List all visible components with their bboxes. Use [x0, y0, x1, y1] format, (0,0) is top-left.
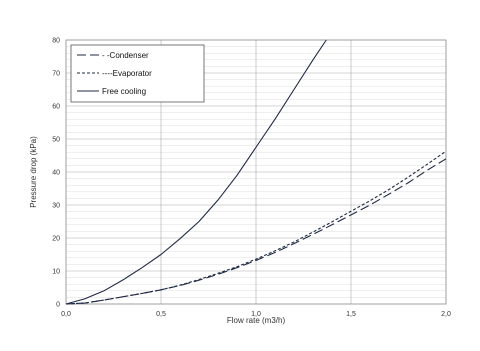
y-tick-label: 40	[52, 170, 60, 177]
y-axis-title: Pressure drop (kPa)	[29, 136, 38, 208]
x-tick-label: 0,0	[61, 311, 71, 318]
series-layer	[65, 39, 447, 305]
y-axis-ticks: 0 10 20 30 40 50 60 70 80	[52, 38, 60, 309]
x-axis-ticks: 0,0 0,5 1,0 1,5 2,0	[61, 311, 451, 318]
y-tick-label: 20	[52, 236, 60, 243]
legend-label: Free cooling	[102, 87, 146, 96]
y-tick-label: 30	[52, 203, 60, 210]
legend-label: - -Condenser	[102, 51, 149, 60]
y-tick-label: 50	[52, 137, 60, 144]
y-tick-label: 0	[56, 302, 60, 309]
series-line-condenser	[65, 158, 447, 305]
series-line-free-cooling	[65, 39, 327, 305]
series-line-evaporator	[65, 150, 447, 305]
x-axis-title: Flow rate (m3/h)	[227, 316, 286, 325]
x-tick-label: 0,5	[156, 311, 166, 318]
y-tick-label: 60	[52, 104, 60, 111]
legend: - -Condenser ----Evaporator Free cooling	[70, 44, 205, 103]
y-tick-label: 10	[52, 269, 60, 276]
x-tick-label: 1,0	[251, 311, 261, 318]
legend-label: ----Evaporator	[102, 69, 152, 78]
x-tick-label: 2,0	[441, 311, 451, 318]
y-tick-label: 80	[52, 38, 60, 45]
y-tick-label: 70	[52, 71, 60, 78]
x-tick-label: 1,5	[346, 311, 356, 318]
plot-border	[65, 39, 447, 305]
